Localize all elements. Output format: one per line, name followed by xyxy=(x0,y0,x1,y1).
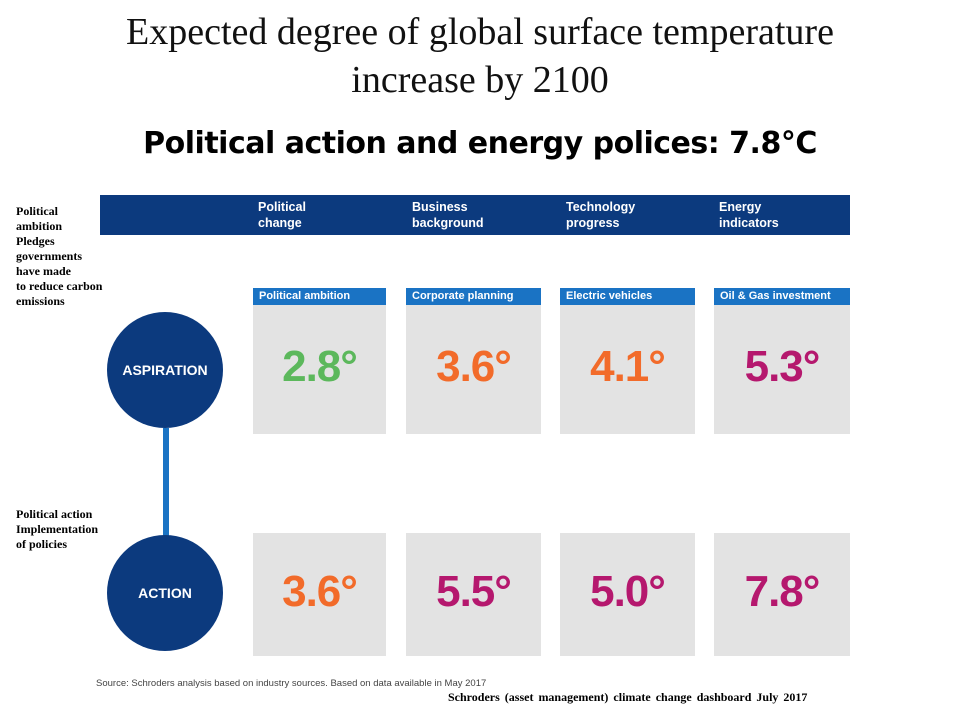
card-value: 5.5° xyxy=(436,567,512,616)
card-value: 2.8° xyxy=(282,342,358,391)
aspiration-label: ASPIRATION xyxy=(122,362,208,378)
row-connector xyxy=(163,428,169,538)
source-note: Source: Schroders analysis based on indu… xyxy=(96,678,487,689)
card-political-ambition: Political ambition 2.8° xyxy=(253,288,386,434)
aspiration-note: Political ambition Pledges governments h… xyxy=(16,204,103,308)
action-label: ACTION xyxy=(138,585,192,601)
slide-title: Expected degree of global surface temper… xyxy=(126,11,834,101)
card-label: Political ambition xyxy=(253,288,386,305)
action-circle: ACTION xyxy=(107,535,223,651)
card-corporate-planning: Corporate planning 3.6° xyxy=(406,288,541,434)
card-value: 5.3° xyxy=(744,342,821,391)
header-bar xyxy=(100,195,850,235)
card-action-business: 5.5° xyxy=(406,533,541,656)
column-divider xyxy=(252,235,384,243)
card-value: 7.8° xyxy=(744,567,821,616)
action-note: Political action Implementation of polic… xyxy=(16,507,98,551)
column-header-business-background: Business background xyxy=(412,200,484,230)
card-oil-gas-investment: Oil & Gas investment 5.3° xyxy=(714,288,850,434)
column-header-energy-indicators: Energy indicators xyxy=(719,200,779,230)
aspiration-circle: ASPIRATION xyxy=(107,312,223,428)
card-value: 3.6° xyxy=(436,342,512,391)
card-label: Electric vehicles xyxy=(560,288,695,305)
column-header-technology-progress: Technology progress xyxy=(566,200,636,230)
card-action-energy: 7.8° xyxy=(714,533,850,656)
card-label: Oil & Gas investment xyxy=(714,288,850,305)
card-electric-vehicles: Electric vehicles 4.1° xyxy=(560,288,695,434)
card-action-technology: 5.0° xyxy=(560,533,695,656)
card-value: 3.6° xyxy=(282,567,358,616)
card-label: Corporate planning xyxy=(406,288,541,305)
card-action-political: 3.6° xyxy=(253,533,386,656)
column-header-political-change: Political change xyxy=(258,200,306,230)
credit-note: Schroders (asset management) climate cha… xyxy=(448,690,808,704)
slide-subtitle: Political action and energy polices: 7.8… xyxy=(143,126,817,161)
card-value: 5.0° xyxy=(590,567,666,616)
card-value: 4.1° xyxy=(590,342,666,391)
